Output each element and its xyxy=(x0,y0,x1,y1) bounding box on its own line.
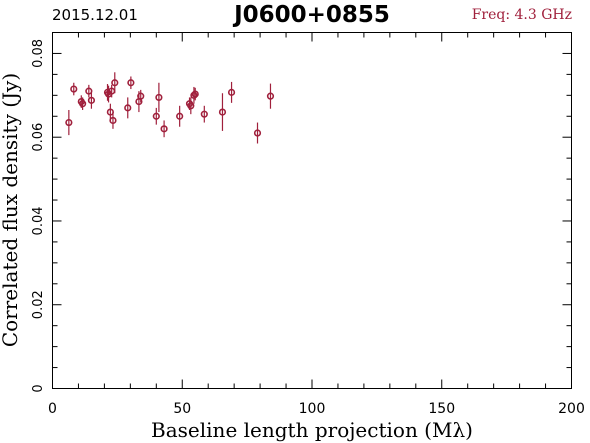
y-tick-label: 0.02 xyxy=(31,290,46,319)
data-point xyxy=(176,112,184,120)
data-point xyxy=(253,129,262,137)
data-point xyxy=(87,96,96,104)
data-point xyxy=(218,108,227,116)
y-tick-label: 0 xyxy=(31,384,46,392)
data-point xyxy=(70,85,78,93)
frequency-label: Freq: 4.3 GHz xyxy=(472,7,572,23)
data-point xyxy=(137,92,145,100)
data-points xyxy=(65,72,275,144)
y-tick-label: 0.08 xyxy=(31,39,46,68)
date-label: 2015.12.01 xyxy=(52,6,138,24)
data-point xyxy=(65,118,73,127)
x-tick-label: 100 xyxy=(299,401,326,417)
data-point xyxy=(85,87,93,95)
data-point xyxy=(266,92,275,100)
data-point xyxy=(160,125,168,133)
data-point xyxy=(124,104,132,112)
x-tick-label: 150 xyxy=(428,401,455,417)
data-point xyxy=(152,112,160,120)
axis-ticks xyxy=(52,32,572,389)
x-tick-labels: 0 50 100 150 200 xyxy=(48,401,585,417)
data-point xyxy=(127,79,135,87)
data-point xyxy=(227,88,236,96)
x-tick-label: 50 xyxy=(173,401,191,417)
data-point xyxy=(191,90,199,98)
data-point xyxy=(187,102,195,110)
y-tick-label: 0.04 xyxy=(31,206,46,235)
data-point xyxy=(200,110,208,118)
data-point xyxy=(79,100,87,108)
y-tick-label: 0.06 xyxy=(31,123,46,152)
data-point xyxy=(155,93,163,102)
data-point xyxy=(111,79,119,87)
data-point xyxy=(109,116,117,125)
source-title: J0600+0855 xyxy=(232,2,390,28)
x-tick-label: 200 xyxy=(558,401,585,417)
y-tick-labels: 0 0.02 0.04 0.06 0.08 xyxy=(31,39,46,393)
y-axis-label: Correlated flux density (Jy) xyxy=(0,73,22,347)
x-tick-label: 0 xyxy=(48,401,57,417)
data-point xyxy=(190,91,198,99)
x-axis-label: Baseline length projection (Mλ) xyxy=(151,418,473,442)
